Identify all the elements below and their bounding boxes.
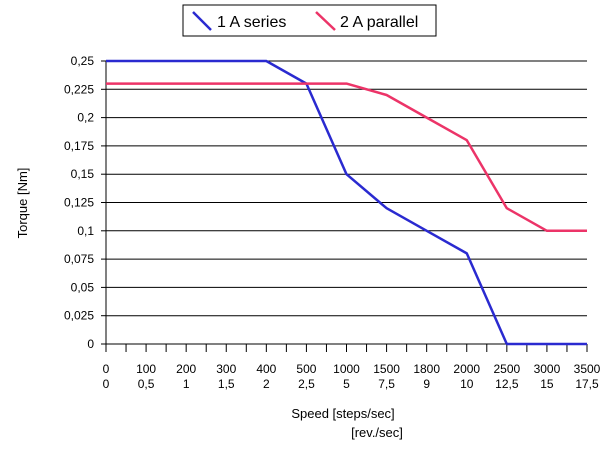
y-tick-label: 0,1: [77, 224, 94, 238]
x-tick-label-rev: 2,5: [298, 377, 315, 391]
x-tick-label-steps: 3500: [574, 362, 601, 376]
x-tick-label-steps: 2000: [453, 362, 480, 376]
x-tick-label-steps: 400: [256, 362, 276, 376]
x-tick-label-rev: 12,5: [495, 377, 519, 391]
y-tick-labels: 0 0,025 0,05 0,075 0,1 0,125 0,15 0,175 0,2 0,225…: [64, 54, 94, 351]
x-tick-label-rev: 15: [540, 377, 554, 391]
y-tick-label: 0,175: [64, 139, 94, 153]
series-lines: [106, 59, 587, 346]
x-tick-label-rev: 0,5: [138, 377, 155, 391]
y-tick-label: 0,125: [64, 196, 94, 210]
x-tick-label-rev: 2: [263, 377, 270, 391]
x-tick-label-rev: 7,5: [378, 377, 395, 391]
series-line-1: [106, 82, 587, 233]
legend: 1 A series 2 A parallel: [182, 4, 437, 37]
x-tick-label-rev: 1,5: [218, 377, 235, 391]
y-tick-label: 0,225: [64, 82, 94, 96]
x-tick-label-rev: 9: [423, 377, 430, 391]
x-tick-label-rev: 0: [103, 377, 110, 391]
axes: [101, 60, 588, 352]
y-tick-label: 0,15: [71, 167, 95, 181]
legend-box: [182, 4, 437, 37]
series-line-0: [106, 59, 587, 346]
y-tick-label: 0: [87, 337, 94, 351]
legend-label-series-1: 2 A parallel: [340, 14, 418, 31]
legend-swatch-series-1: [315, 11, 336, 31]
x-tick-label-steps: 200: [176, 362, 196, 376]
x-axis-title-rev: [rev./sec]: [351, 425, 403, 440]
x-tick-label-rev: 1: [183, 377, 190, 391]
y-tick-label: 0,25: [71, 54, 95, 68]
y-tick-label: 0,025: [64, 309, 94, 323]
x-tick-label-rev: 17,5: [575, 377, 599, 391]
x-tick-label-steps: 2500: [493, 362, 520, 376]
x-tick-labels: 001000,520013001,540025002,51000515007,5…: [103, 362, 601, 391]
y-tick-label: 0,075: [64, 252, 94, 266]
legend-swatch-series-0: [192, 11, 212, 31]
x-tick-label-steps: 1500: [373, 362, 400, 376]
x-tick-label-steps: 300: [216, 362, 236, 376]
y-axis-title: Torque [Nm]: [15, 168, 30, 239]
x-tick-label-steps: 3000: [534, 362, 561, 376]
y-tick-label: 0,05: [71, 280, 95, 294]
x-tick-label-rev: 10: [460, 377, 474, 391]
x-tick-label-steps: 1800: [413, 362, 440, 376]
x-tick-label-steps: 1000: [333, 362, 360, 376]
legend-label-series-0: 1 A series: [217, 14, 286, 31]
x-tick-label-steps: 0: [103, 362, 110, 376]
x-tick-label-steps: 500: [296, 362, 316, 376]
x-tick-label-steps: 100: [136, 362, 156, 376]
y-tick-label: 0,2: [77, 111, 94, 125]
grid: [106, 60, 587, 317]
x-axis-title: Speed [steps/sec]: [291, 406, 394, 421]
x-tick-label-rev: 5: [343, 377, 350, 391]
